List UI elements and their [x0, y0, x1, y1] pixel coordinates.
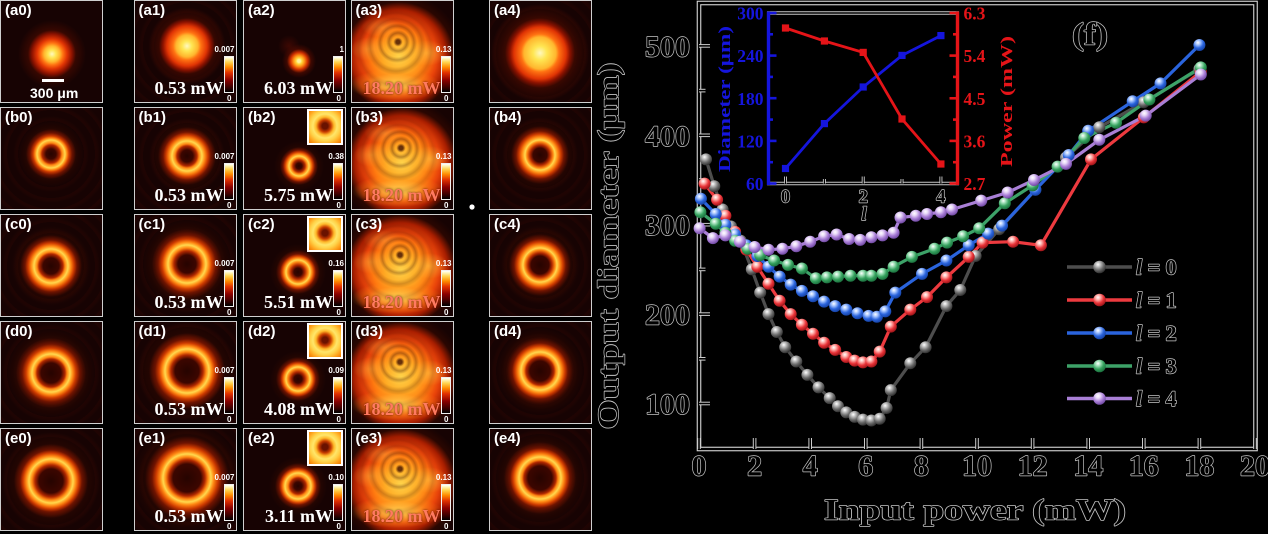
svg-text:3.6: 3.6 — [964, 131, 986, 151]
svg-text:300: 300 — [737, 4, 764, 24]
svg-text:18: 18 — [1184, 450, 1214, 483]
svg-text:Power (mW): Power (mW) — [997, 36, 1016, 167]
svg-text:10: 10 — [962, 450, 992, 483]
svg-text:4: 4 — [803, 450, 818, 483]
svg-text:Output diameter (μm): Output diameter (μm) — [592, 63, 625, 430]
svg-text:240: 240 — [737, 46, 764, 66]
svg-text:60: 60 — [746, 174, 764, 194]
svg-text:120: 120 — [737, 131, 764, 151]
svg-text:l: l — [861, 204, 867, 225]
svg-text:l = 1: l = 1 — [1136, 288, 1177, 313]
svg-text:4: 4 — [936, 188, 945, 208]
svg-text:Input power (mW): Input power (mW) — [824, 494, 1126, 527]
svg-text:l = 0: l = 0 — [1136, 255, 1177, 280]
svg-text:16: 16 — [1129, 450, 1159, 483]
svg-text:2: 2 — [859, 188, 868, 208]
svg-text:14: 14 — [1073, 450, 1103, 483]
svg-text:l = 4: l = 4 — [1136, 386, 1177, 411]
svg-text:(f): (f) — [1072, 16, 1108, 52]
svg-text:4.5: 4.5 — [964, 89, 986, 109]
svg-text:6.3: 6.3 — [964, 4, 986, 24]
svg-text:l = 3: l = 3 — [1136, 354, 1177, 379]
svg-text:12: 12 — [1018, 450, 1048, 483]
svg-text:20: 20 — [1240, 450, 1268, 483]
svg-text:180: 180 — [737, 89, 764, 109]
svg-text:8: 8 — [914, 450, 929, 483]
svg-text:0: 0 — [781, 188, 790, 208]
svg-text:500: 500 — [645, 30, 690, 63]
svg-text:0: 0 — [692, 450, 707, 483]
svg-text:5.4: 5.4 — [964, 46, 986, 66]
svg-text:300: 300 — [645, 209, 690, 242]
svg-text:200: 200 — [645, 299, 690, 332]
svg-text:2: 2 — [747, 450, 762, 483]
svg-text:2.7: 2.7 — [964, 174, 986, 194]
svg-text:6: 6 — [858, 450, 873, 483]
svg-text:Diameter (μm): Diameter (μm) — [715, 26, 734, 172]
svg-text:100: 100 — [645, 388, 690, 421]
svg-text:400: 400 — [645, 120, 690, 153]
svg-text:l = 2: l = 2 — [1136, 321, 1177, 346]
